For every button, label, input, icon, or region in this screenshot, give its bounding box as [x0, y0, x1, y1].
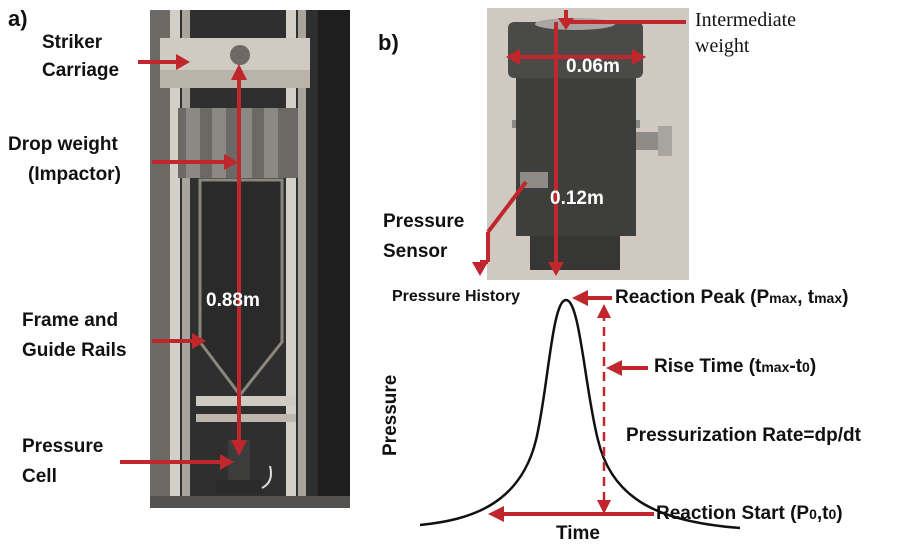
graph-title: Pressure History	[392, 288, 521, 305]
reaction-peak-sub-1: max	[769, 290, 798, 306]
cell-width-label: 0.06m	[566, 56, 620, 77]
rise-time-arrow	[606, 360, 648, 376]
rise-time-end: )	[809, 356, 817, 377]
height-arrow-012	[548, 22, 564, 276]
reaction-peak-label: Reaction Peak (Pmax, tmax)	[615, 287, 848, 309]
frame-label-line2: Guide Rails	[22, 340, 127, 361]
pressurization-rate-label: Pressurization Rate=dp/dt	[626, 425, 861, 446]
intermediate-weight-label-line2: weight	[695, 35, 750, 57]
pressure-sensor-label-line2: Sensor	[383, 241, 448, 262]
drop-weight-label-line2: (Impactor)	[28, 164, 121, 185]
striker-carriage-arrow	[138, 54, 190, 70]
intermediate-weight-label-line1: Intermediate	[695, 9, 797, 31]
reaction-start-text: Reaction Start (P	[656, 503, 810, 524]
pressure-cell-arrow	[120, 454, 234, 470]
pressure-sensor-label-line1: Pressure	[383, 211, 465, 232]
rise-time-text: Rise Time (t	[654, 356, 762, 377]
reaction-start-sub-2: 0	[828, 506, 837, 522]
cell-height-label: 0.12m	[550, 188, 604, 209]
tower-height-label: 0.88m	[206, 290, 260, 311]
striker-label-line2: Carriage	[42, 60, 120, 81]
pressure-sensor-arrow	[472, 180, 528, 276]
width-arrow-006	[506, 49, 646, 65]
reaction-peak-sub-2: max	[814, 290, 843, 306]
rise-time-label: Rise Time (tmax-t0)	[654, 356, 816, 378]
frame-label-line1: Frame and	[22, 310, 119, 331]
reaction-peak-end: )	[842, 287, 849, 308]
drop-weight-label-line1: Drop weight	[8, 134, 118, 155]
graph-y-axis-label: Pressure	[380, 374, 401, 456]
graph-x-axis-label: Time	[556, 523, 601, 544]
drop-weight-arrow	[152, 154, 238, 170]
rise-time-mid: -t	[789, 356, 803, 377]
rise-time-sub-2: 0	[802, 359, 810, 375]
height-arrow-088	[231, 64, 247, 456]
panel-b-tag: b)	[378, 30, 399, 55]
reaction-peak-text: Reaction Peak (P	[615, 287, 770, 308]
pressure-cell-label-line2: Cell	[22, 466, 57, 487]
frame-rails-arrow	[152, 333, 206, 349]
reaction-start-sub-1: 0	[809, 506, 817, 522]
reaction-start-label: Reaction Start (P0,t0)	[656, 503, 843, 525]
reaction-start-end: )	[836, 503, 843, 524]
rise-time-sub-1: max	[761, 359, 790, 375]
pressure-cell-label-line1: Pressure	[22, 436, 104, 457]
intermediate-weight-arrow	[558, 10, 686, 30]
reaction-peak-mid: , t	[797, 287, 815, 308]
striker-label-line1: Striker	[42, 32, 103, 53]
reaction-peak-arrow	[572, 290, 612, 306]
pressure-curve	[419, 298, 741, 530]
reaction-start-mid: ,t	[816, 503, 829, 524]
panel-a-tag: a)	[8, 6, 28, 31]
reaction-start-arrow	[488, 506, 654, 522]
